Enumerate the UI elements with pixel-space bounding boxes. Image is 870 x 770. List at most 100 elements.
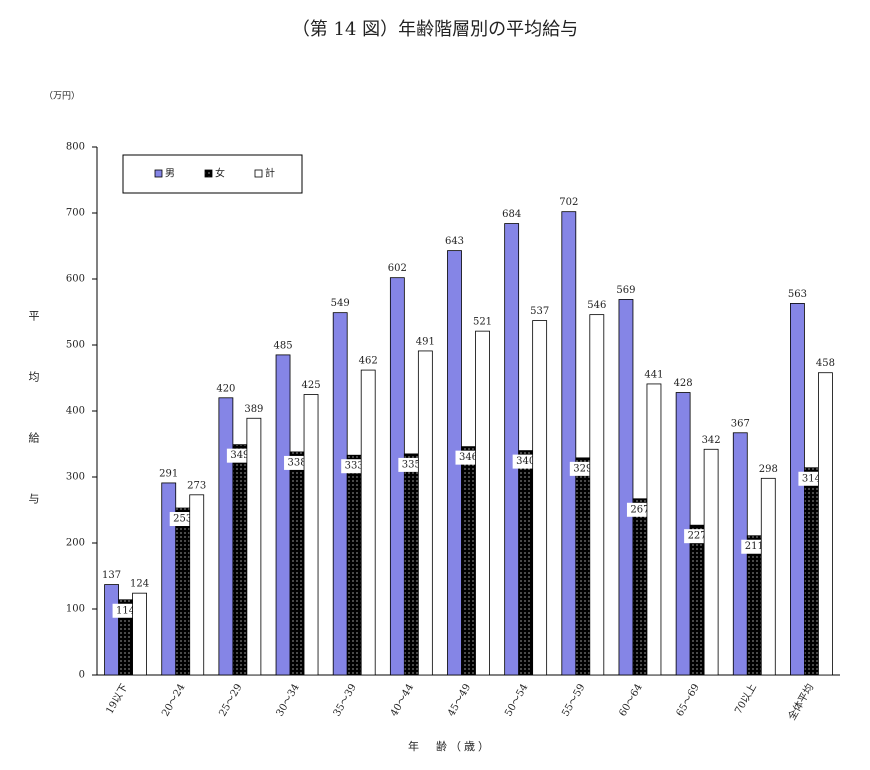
bar: [332, 312, 348, 676]
value-label: 367: [731, 418, 750, 429]
value-label: 253: [173, 514, 192, 525]
value-label: 298: [759, 464, 778, 475]
value-label: 340: [516, 456, 535, 467]
value-label: 549: [331, 298, 350, 309]
bar: [289, 451, 305, 676]
value-label: 267: [630, 504, 649, 515]
bar: [417, 350, 433, 676]
value-label: 273: [187, 480, 206, 491]
x-tick-label: 19以下: [104, 682, 130, 716]
value-label: 114: [116, 605, 135, 616]
x-tick-label: 30～34: [275, 682, 302, 718]
bar: [403, 453, 419, 676]
value-label-box: [341, 459, 368, 474]
value-label: 137: [102, 570, 121, 581]
bar: [760, 477, 776, 676]
y-tick-label: 100: [66, 604, 85, 615]
x-tick-label: 25～29: [217, 682, 244, 718]
bar: [104, 584, 119, 676]
bar: [504, 223, 520, 676]
bar: [389, 277, 405, 676]
legend-label: 計: [265, 167, 275, 180]
value-label-box: [569, 461, 596, 476]
y-tick-label: 0: [79, 670, 85, 681]
value-label: 458: [816, 358, 835, 369]
bar: [132, 592, 147, 676]
value-label: 563: [788, 289, 807, 300]
value-label: 124: [130, 579, 149, 590]
value-label: 569: [616, 285, 635, 296]
value-label: 428: [674, 378, 693, 389]
x-tick-label: 55～59: [560, 682, 587, 718]
value-label: 338: [287, 457, 306, 468]
y-tick-label: 500: [66, 340, 85, 351]
bar: [161, 482, 177, 676]
y-tick-label: 200: [66, 538, 85, 549]
chart-title: （第 14 図）年齢階層別の平均給与: [292, 19, 578, 40]
value-label: 291: [159, 468, 178, 479]
bar: [561, 211, 577, 676]
bar: [532, 320, 548, 676]
legend-box: [122, 154, 303, 194]
bar: [360, 369, 376, 676]
bar: [689, 524, 705, 676]
value-label: 349: [230, 450, 249, 461]
value-label: 314: [802, 473, 821, 484]
x-tick-label: 45～49: [446, 682, 473, 718]
y-tick-label: 400: [66, 406, 85, 417]
x-tick-label: 65～69: [675, 682, 702, 718]
value-label: 346: [459, 452, 478, 463]
value-label: 333: [345, 461, 364, 472]
x-tick-label: 20～24: [160, 682, 187, 718]
value-label: 602: [388, 263, 407, 274]
x-tick-label: 60～64: [617, 682, 644, 718]
bar: [804, 467, 819, 676]
bar: [732, 432, 748, 676]
value-label-box: [798, 471, 825, 486]
value-label: 462: [359, 356, 378, 367]
value-label-box: [169, 512, 196, 527]
value-label: 702: [559, 197, 578, 208]
y-tick-label: 300: [66, 472, 85, 483]
bar: [218, 397, 234, 676]
value-label: 335: [402, 459, 421, 470]
bar: [703, 448, 719, 676]
x-tick-label: 50～54: [503, 682, 530, 718]
bar: [589, 314, 605, 676]
bar: [646, 383, 662, 676]
value-label: 537: [530, 306, 549, 317]
value-label: 441: [644, 369, 663, 380]
unit-label: （万円）: [44, 91, 80, 102]
y-tick-label: 800: [66, 142, 85, 153]
bar: [475, 330, 490, 676]
y-axis-label: 平均給与: [27, 310, 40, 554]
bar: [246, 417, 262, 676]
value-label: 342: [702, 435, 721, 446]
bar: [575, 457, 591, 676]
value-label: 546: [587, 300, 606, 311]
value-label: 491: [416, 336, 435, 347]
x-tick-label: 70以上: [732, 682, 759, 716]
value-label: 329: [573, 463, 592, 474]
value-label-box: [284, 455, 311, 470]
bar: [618, 299, 634, 676]
x-axis-label: 年 齢（歳）: [408, 739, 492, 753]
y-tick-label: 700: [66, 208, 85, 219]
legend-swatch: [154, 169, 163, 178]
value-label: 485: [273, 340, 292, 351]
value-label-box: [684, 529, 711, 544]
value-label: 643: [445, 236, 464, 247]
value-label: 684: [502, 209, 521, 220]
value-label: 211: [745, 541, 764, 552]
bar: [518, 450, 534, 676]
value-label-box: [226, 448, 253, 463]
bar: [175, 507, 191, 676]
bar: [189, 494, 205, 676]
x-tick-label: 35～39: [332, 682, 359, 718]
x-tick-label: 全体平均: [785, 681, 816, 722]
legend-label: 女: [215, 167, 225, 180]
value-label-box: [626, 502, 653, 517]
bar: [275, 354, 291, 676]
legend-label: 男: [165, 168, 175, 180]
